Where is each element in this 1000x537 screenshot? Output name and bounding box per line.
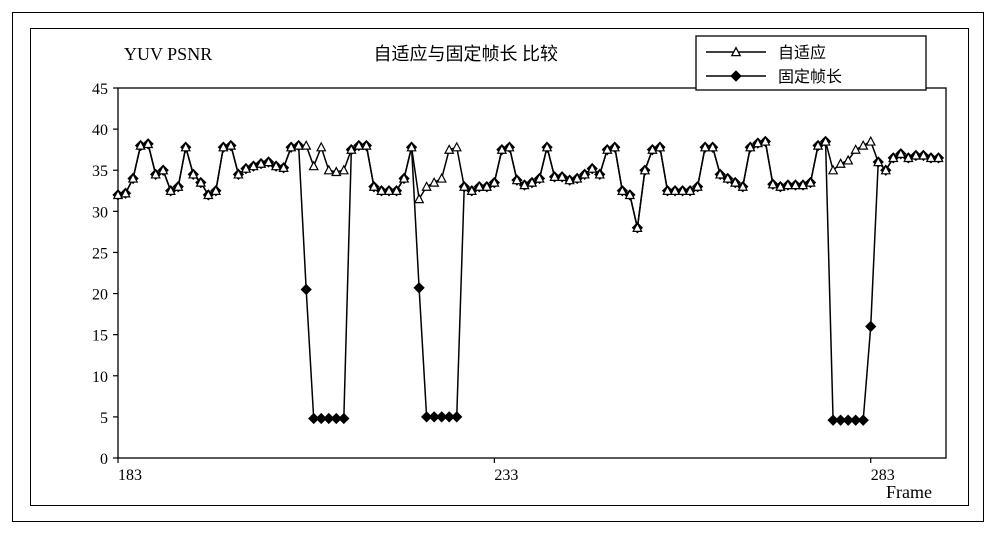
- legend-label-fixed: 固定帧长: [778, 68, 842, 86]
- triangle-marker: [310, 162, 318, 170]
- legend: 自适应 固定帧长: [696, 36, 926, 90]
- y-tick-label: 5: [100, 410, 108, 427]
- y-tick-label: 35: [92, 163, 108, 180]
- legend-label-adaptive: 自适应: [778, 43, 826, 62]
- x-tick-label: 183: [118, 467, 142, 484]
- y-tick-label: 30: [92, 204, 108, 221]
- series-adaptive: [114, 137, 943, 231]
- triangle-marker: [437, 174, 445, 182]
- diamond-marker: [858, 415, 868, 425]
- chart-svg: YUV PSNR 自适应与固定帧长 比较 Frame 0 5 10 15 20 25 30 3…: [30, 28, 969, 506]
- y-tick-label: 20: [92, 287, 108, 304]
- triangle-marker: [325, 166, 333, 174]
- diamond-marker: [301, 285, 311, 295]
- y-tick-label: 25: [92, 245, 108, 262]
- y-tick-label: 10: [92, 369, 108, 386]
- y-tick-label: 0: [100, 451, 108, 468]
- series-fixed: [113, 137, 943, 425]
- triangle-marker: [836, 159, 844, 167]
- diamond-marker: [339, 414, 349, 424]
- x-tick-label: 233: [494, 467, 518, 484]
- y-axis-title: YUV PSNR: [124, 44, 212, 64]
- triangle-marker: [453, 143, 461, 151]
- y-tick-label: 40: [92, 122, 108, 139]
- chart-title: 自适应与固定帧长 比较: [374, 44, 559, 64]
- y-ticks: 0 5 10 15 20 25 30 35 40 45: [92, 81, 118, 468]
- x-ticks: 183 233 283: [118, 458, 895, 484]
- triangle-marker: [317, 143, 325, 151]
- x-axis-title: Frame: [886, 482, 932, 502]
- diamond-marker: [866, 322, 876, 332]
- y-tick-label: 15: [92, 328, 108, 345]
- triangle-marker: [340, 166, 348, 174]
- triangle-marker: [415, 195, 423, 203]
- diamond-marker: [414, 283, 424, 293]
- diamond-marker: [452, 412, 462, 422]
- y-tick-label: 45: [92, 81, 108, 98]
- x-tick-label: 283: [871, 467, 895, 484]
- triangle-marker: [867, 137, 875, 145]
